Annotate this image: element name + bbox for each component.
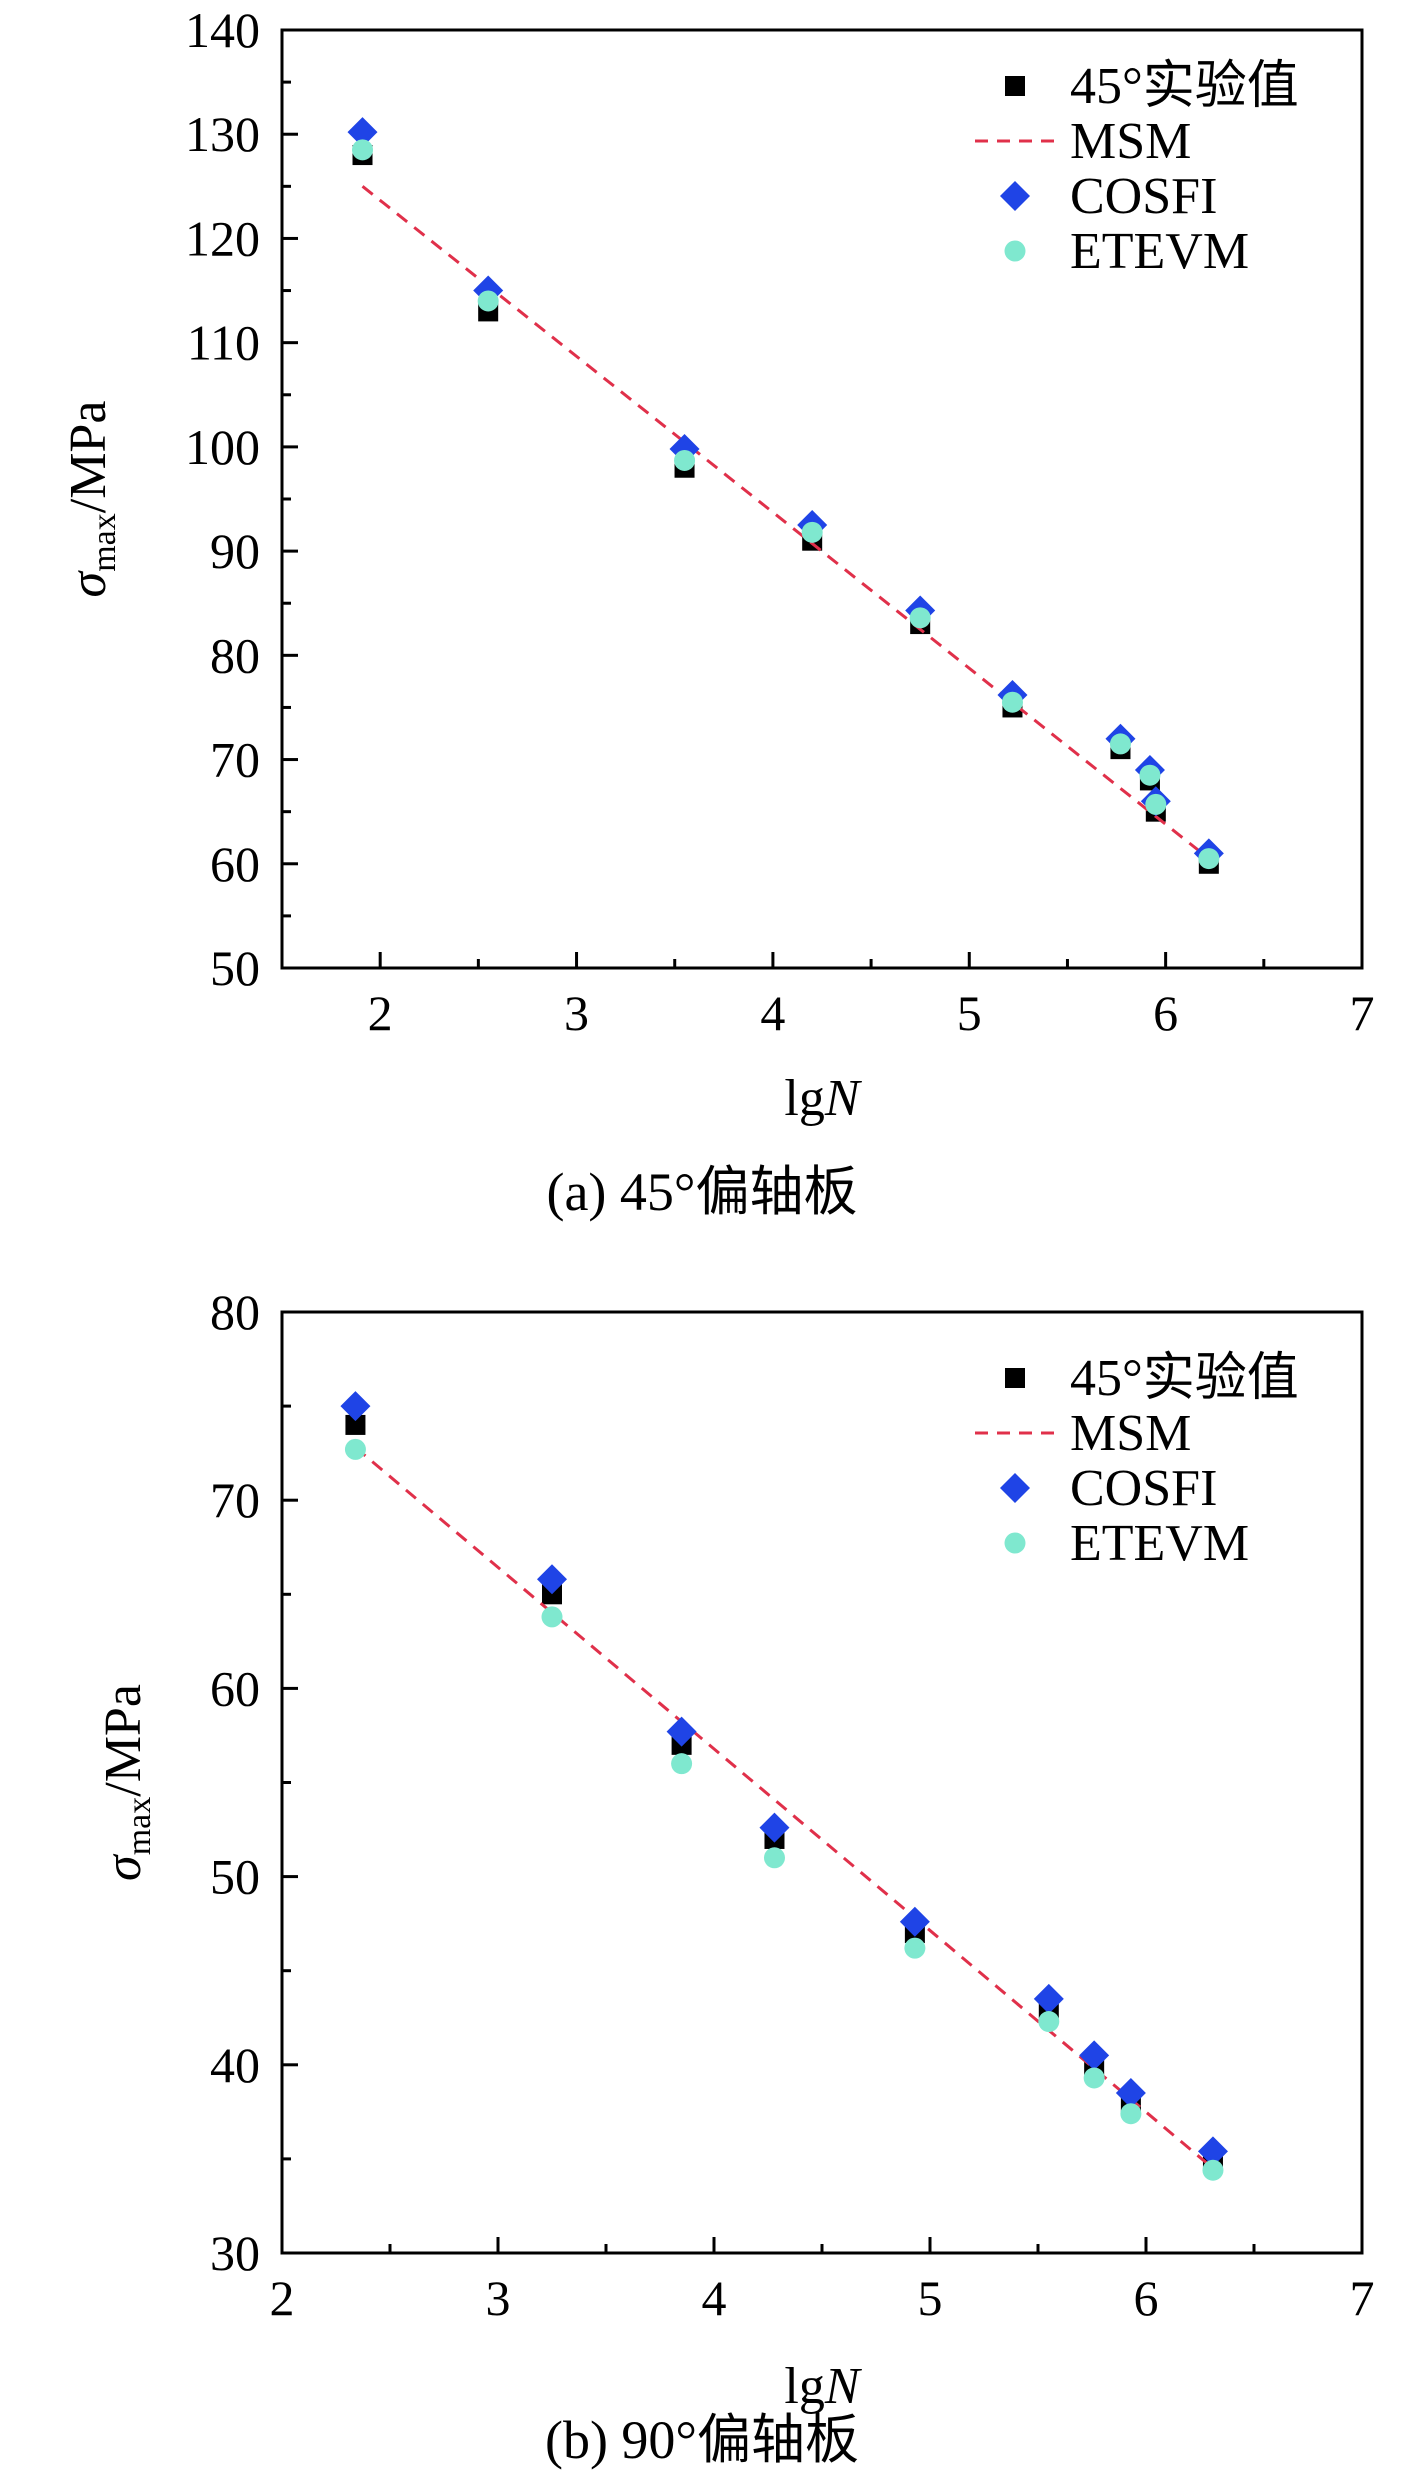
legend-swatch-etevm [1004,1532,1026,1554]
series-cosfi [340,1391,1228,2167]
panel-caption: (a) 45°偏轴板 [546,1162,857,1222]
x-tick-label: 7 [1350,985,1375,1041]
data-point-etevm [1202,2159,1224,2181]
data-point-experimental [542,1584,562,1605]
y-tick-label: 140 [185,2,260,58]
series-etevm [352,139,1220,870]
legend-label-etevm: ETEVM [1070,1515,1249,1572]
data-point-cosfi [666,1716,697,1747]
y-tick-label: 90 [210,523,260,579]
x-tick-label: 5 [957,985,982,1041]
x-tick-label: 2 [270,2270,295,2326]
legend-label-experimental: 45°实验值 [1070,58,1299,115]
y-tick-label: 70 [210,1472,260,1528]
x-tick-label: 4 [760,985,785,1041]
legend-label-experimental: 45°实验值 [1070,1350,1299,1407]
legend-label-cosfi: COSFI [1070,168,1217,225]
x-axis-title: lgN [784,2358,862,2415]
data-point-etevm [344,1438,366,1460]
data-point-etevm [674,449,696,471]
x-tick-label: 7 [1350,2270,1375,2326]
data-point-etevm [1083,2067,1105,2089]
msm-fit-line [354,1446,1214,2170]
data-point-cosfi [1079,2040,1110,2071]
data-point-etevm [1139,764,1161,786]
legend-swatch-cosfi [1000,1473,1030,1503]
legend-swatch-experimental [1005,1368,1025,1388]
data-point-etevm [1120,2103,1142,2125]
data-point-cosfi [1197,2136,1228,2167]
data-point-etevm [904,1937,926,1959]
y-tick-label: 110 [187,315,260,371]
x-tick-label: 6 [1134,2270,1159,2326]
y-tick-label: 60 [210,836,260,892]
legend-label-etevm: ETEVM [1070,223,1249,280]
x-tick-label: 6 [1153,985,1178,1041]
legend-label-msm: MSM [1070,113,1191,170]
x-tick-label: 3 [564,985,589,1041]
y-axis-title: σmax/MPa [60,401,123,598]
data-point-experimental [345,1414,366,1435]
data-point-cosfi [340,1391,371,1422]
y-tick-label: 70 [210,732,260,788]
y-tick-label: 80 [210,627,260,683]
data-point-etevm [801,521,823,543]
y-tick-label: 30 [210,2225,260,2281]
data-point-cosfi [1115,2078,1146,2109]
data-point-cosfi [899,1906,930,1937]
y-tick-label: 130 [185,106,260,162]
data-point-etevm [352,139,374,161]
data-point-cosfi [759,1812,790,1843]
y-tick-label: 50 [210,1849,260,1905]
data-point-cosfi [1033,1983,1064,2014]
series-etevm [344,1438,1224,2181]
panel-caption: (b) 90°偏轴板 [545,2410,859,2470]
y-tick-label: 80 [210,1284,260,1340]
data-point-cosfi [347,117,378,148]
series-msm [361,185,1210,860]
legend-label-msm: MSM [1070,1405,1191,1462]
data-point-cosfi [537,1564,567,1595]
legend-label-cosfi: COSFI [1070,1460,1217,1517]
data-point-etevm [477,290,499,312]
data-point-etevm [671,1753,693,1775]
x-tick-label: 4 [702,2270,727,2326]
legend-swatch-cosfi [1000,181,1030,211]
y-tick-label: 50 [210,940,260,996]
y-tick-label: 120 [185,210,260,266]
legend-swatch-etevm [1004,240,1026,262]
x-tick-label: 3 [486,2270,511,2326]
x-tick-label: 2 [368,985,393,1041]
y-tick-label: 40 [210,2037,260,2093]
legend-swatch-experimental [1005,76,1025,96]
y-tick-label: 60 [210,1660,260,1716]
data-point-etevm [763,1847,785,1869]
plot-frame [280,1310,1364,2255]
data-point-etevm [1109,733,1131,755]
x-axis-title: lgN [784,1070,862,1127]
data-point-etevm [1198,848,1220,870]
y-tick-label: 100 [185,419,260,475]
x-tick-label: 5 [918,2270,943,2326]
data-point-etevm [541,1606,563,1628]
data-point-etevm [1145,793,1167,815]
series-msm [354,1446,1214,2170]
data-point-etevm [1038,2011,1060,2033]
chart-panel-a: 2 3 4 5 6 7 50 60 70 80 90 100 110 120 130 140 45°实验值MSM… [60,2,1375,1222]
data-point-etevm [1001,691,1023,713]
y-axis-title: σmax/MPa [95,1684,158,1881]
msm-fit-line [361,185,1210,860]
data-point-etevm [909,607,931,629]
